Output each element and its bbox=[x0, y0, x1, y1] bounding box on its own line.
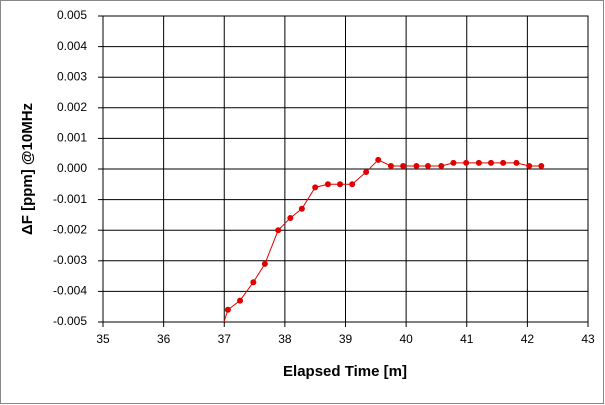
y-tick-label: 0.003 bbox=[57, 69, 87, 83]
x-tick-label: 36 bbox=[157, 332, 171, 346]
x-axis-title: Elapsed Time [m] bbox=[283, 363, 407, 380]
data-point bbox=[250, 279, 257, 286]
y-tick-label: 0.004 bbox=[57, 39, 87, 53]
data-point bbox=[349, 181, 356, 188]
y-tick-label: -0.003 bbox=[53, 253, 87, 267]
data-point bbox=[375, 156, 382, 163]
data-point bbox=[463, 159, 470, 166]
x-tick-label: 43 bbox=[581, 332, 595, 346]
data-point bbox=[312, 184, 319, 191]
data-point bbox=[488, 159, 494, 166]
data-point bbox=[363, 169, 370, 176]
y-tick-label: 0.005 bbox=[57, 8, 87, 22]
y-tick-label: -0.004 bbox=[53, 284, 87, 298]
data-point bbox=[287, 214, 294, 221]
data-point bbox=[513, 159, 520, 166]
x-tick-label: 40 bbox=[399, 332, 413, 346]
data-point bbox=[413, 162, 420, 169]
data-point bbox=[526, 162, 533, 169]
data-point bbox=[337, 181, 344, 188]
y-tick-label: 0.000 bbox=[57, 161, 87, 175]
data-point bbox=[224, 306, 231, 313]
y-tick-label: 0.001 bbox=[57, 131, 87, 145]
x-tick-label: 39 bbox=[339, 332, 353, 346]
x-tick-label: 42 bbox=[521, 332, 535, 346]
data-point bbox=[500, 159, 507, 166]
y-tick-label: -0.005 bbox=[53, 314, 87, 328]
data-point bbox=[438, 162, 445, 169]
y-axis-title: ΔF [ppm] @10MHz bbox=[19, 103, 36, 235]
x-tick-label: 41 bbox=[460, 332, 474, 346]
x-tick-label: 38 bbox=[278, 332, 292, 346]
plot-area bbox=[223, 156, 545, 322]
data-point bbox=[424, 162, 431, 169]
data-point bbox=[475, 159, 482, 166]
data-point bbox=[298, 205, 305, 212]
data-point bbox=[261, 260, 268, 267]
y-tick-label: -0.001 bbox=[53, 192, 87, 206]
data-point bbox=[538, 162, 545, 169]
x-tick-label: 35 bbox=[96, 332, 110, 346]
data-point bbox=[237, 297, 244, 304]
x-tick-label: 37 bbox=[218, 332, 232, 346]
data-point bbox=[324, 181, 331, 188]
data-point bbox=[387, 162, 394, 169]
y-tick-label: 0.002 bbox=[57, 100, 87, 114]
plot-border bbox=[102, 15, 589, 323]
data-point bbox=[400, 162, 407, 169]
y-tick-label: -0.002 bbox=[53, 222, 87, 236]
data-point bbox=[275, 227, 282, 234]
data-point bbox=[450, 159, 457, 166]
